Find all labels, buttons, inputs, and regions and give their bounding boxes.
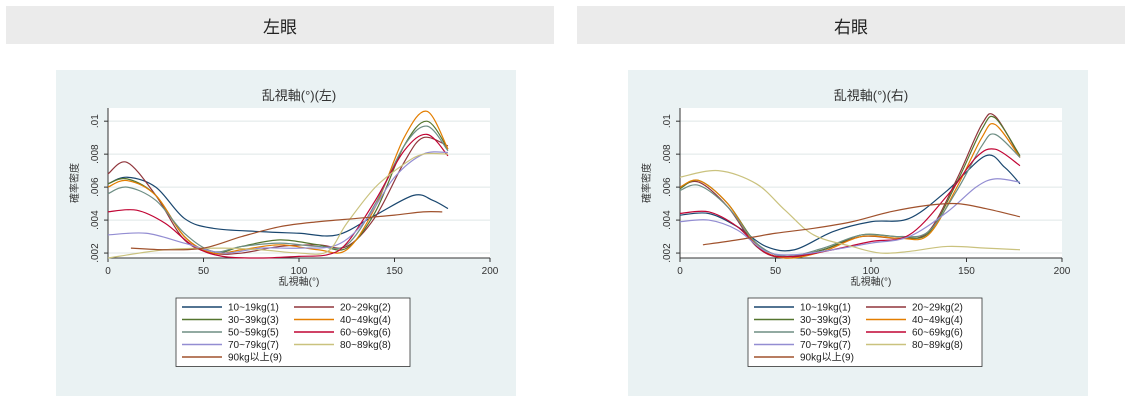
legend-label: 20~29kg(2)	[340, 303, 391, 314]
legend-label: 50~59kg(5)	[800, 328, 851, 339]
y-axis-label: 確率密度	[640, 163, 653, 203]
series-line	[130, 211, 443, 251]
series-line	[679, 133, 1021, 257]
series-line	[107, 152, 448, 259]
y-tick-label: .004	[90, 210, 101, 230]
series-line	[107, 125, 449, 253]
legend-label: 80~89kg(8)	[340, 340, 391, 351]
right-eye-chart: 乱視軸(°)(右) .002 .004 .006 .008 .01 0 50 100 150 200…	[640, 88, 1071, 367]
left-eye-header: 左眼	[6, 6, 554, 44]
series-line	[679, 123, 1021, 259]
legend-label: 90kg以上(9)	[800, 352, 854, 364]
legend-label: 30~39kg(3)	[800, 315, 851, 326]
legend-label: 10~19kg(1)	[228, 303, 279, 314]
legend-label: 30~39kg(3)	[228, 315, 279, 326]
x-tick-label: 0	[105, 266, 111, 277]
legend-label: 60~69kg(6)	[912, 328, 963, 339]
legend-label: 60~69kg(6)	[340, 328, 391, 339]
right-eye-chart-frame: 乱視軸(°)(右) .002 .004 .006 .008 .01 0 50 100 150 200…	[628, 70, 1088, 396]
right-eye-header-label: 右眼	[834, 17, 868, 38]
legend-label: 70~79kg(7)	[800, 340, 851, 351]
legend-label: 50~59kg(5)	[228, 328, 279, 339]
legend-label: 10~19kg(1)	[800, 303, 851, 314]
right-eye-header: 右眼	[577, 6, 1125, 44]
x-tick-label: 150	[958, 266, 975, 277]
legend-label: 20~29kg(2)	[912, 303, 963, 314]
chart-title: 乱視軸(°)(左)	[262, 88, 337, 103]
left-eye-chart-frame: 乱視軸(°)(左) .002 .004 .006 .008 .01 0 50 100 150 200…	[56, 70, 516, 396]
y-tick-label: .008	[662, 144, 673, 164]
x-tick-label: 100	[291, 266, 308, 277]
y-tick-label: .006	[90, 177, 101, 197]
legend-label: 80~89kg(8)	[912, 340, 963, 351]
legend-label: 40~49kg(4)	[340, 315, 391, 326]
y-tick-label: .002	[90, 243, 101, 263]
x-tick-label: 0	[677, 266, 683, 277]
y-tick-label: .006	[662, 177, 673, 197]
x-tick-label: 100	[863, 266, 880, 277]
y-tick-label: .01	[662, 114, 673, 128]
x-axis-label: 乱視軸(°)	[851, 275, 892, 288]
legend-label: 70~79kg(7)	[228, 340, 279, 351]
x-tick-label: 50	[198, 266, 210, 277]
legend-label: 40~49kg(4)	[912, 315, 963, 326]
y-axis-label: 確率密度	[68, 163, 81, 203]
left-eye-header-label: 左眼	[263, 17, 297, 38]
series-line	[107, 151, 449, 254]
x-tick-label: 200	[482, 266, 499, 277]
legend-label: 90kg以上(9)	[228, 352, 282, 364]
y-tick-label: .002	[662, 243, 673, 263]
left-eye-chart: 乱視軸(°)(左) .002 .004 .006 .008 .01 0 50 100 150 200…	[68, 88, 499, 367]
series-line	[679, 148, 1021, 258]
chart-title: 乱視軸(°)(右)	[834, 88, 909, 103]
y-tick-label: .008	[90, 144, 101, 164]
series-line	[107, 133, 449, 259]
x-tick-label: 150	[386, 266, 403, 277]
x-axis-label: 乱視軸(°)	[279, 275, 320, 288]
y-tick-label: .01	[90, 114, 101, 128]
series-line	[107, 176, 449, 237]
y-tick-label: .004	[662, 210, 673, 230]
x-tick-label: 50	[770, 266, 782, 277]
series-line	[702, 202, 1021, 246]
x-tick-label: 200	[1054, 266, 1071, 277]
series-line	[679, 169, 1021, 254]
series-line	[107, 110, 449, 255]
